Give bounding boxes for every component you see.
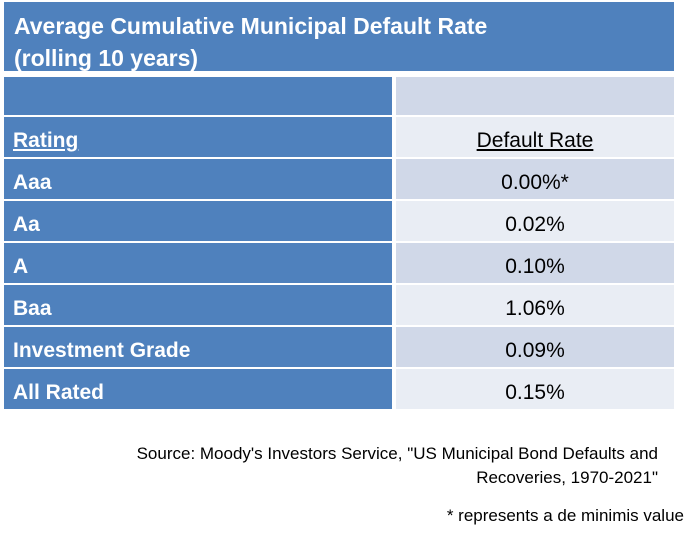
table-row: Aaa 0.00%*: [4, 159, 674, 199]
rating-cell: Aa: [4, 201, 392, 241]
default-rate-column-header: Default Rate: [396, 117, 674, 157]
blank-row: [4, 77, 674, 115]
blank-cell-right: [396, 77, 674, 115]
rating-column-header: Rating: [4, 117, 392, 157]
footnote: * represents a de minimis value: [446, 506, 684, 525]
source-note: Source: Moody's Investors Service, "US M…: [18, 442, 658, 490]
rating-cell: A: [4, 243, 392, 283]
table-row: Investment Grade 0.09%: [4, 327, 674, 367]
rate-cell: 0.00%*: [396, 159, 674, 199]
table-title: Average Cumulative Municipal Default Rat…: [4, 2, 674, 74]
table-row: A 0.10%: [4, 243, 674, 283]
rate-cell: 1.06%: [396, 285, 674, 325]
default-rate-header-label: Default Rate: [476, 129, 594, 152]
default-rate-table: Average Cumulative Municipal Default Rat…: [4, 2, 674, 411]
rate-cell: 0.10%: [396, 243, 674, 283]
title-line-1: Average Cumulative Municipal Default Rat…: [14, 13, 488, 39]
rating-cell: Investment Grade: [4, 327, 392, 367]
table-row: Aa 0.02%: [4, 201, 674, 241]
blank-cell-left: [4, 77, 392, 115]
table-row: All Rated 0.15%: [4, 369, 674, 409]
rate-cell: 0.02%: [396, 201, 674, 241]
source-line-2: Recoveries, 1970-2021": [476, 468, 658, 487]
rating-cell: Baa: [4, 285, 392, 325]
column-header-row: Rating Default Rate: [4, 117, 674, 157]
rate-cell: 0.09%: [396, 327, 674, 367]
source-line-1: Source: Moody's Investors Service, "US M…: [136, 444, 658, 463]
rating-cell: All Rated: [4, 369, 392, 409]
rating-cell: Aaa: [4, 159, 392, 199]
title-line-2: (rolling 10 years): [14, 45, 199, 71]
table-row: Baa 1.06%: [4, 285, 674, 325]
rate-cell: 0.15%: [396, 369, 674, 409]
rating-header-label: Rating: [13, 129, 79, 152]
